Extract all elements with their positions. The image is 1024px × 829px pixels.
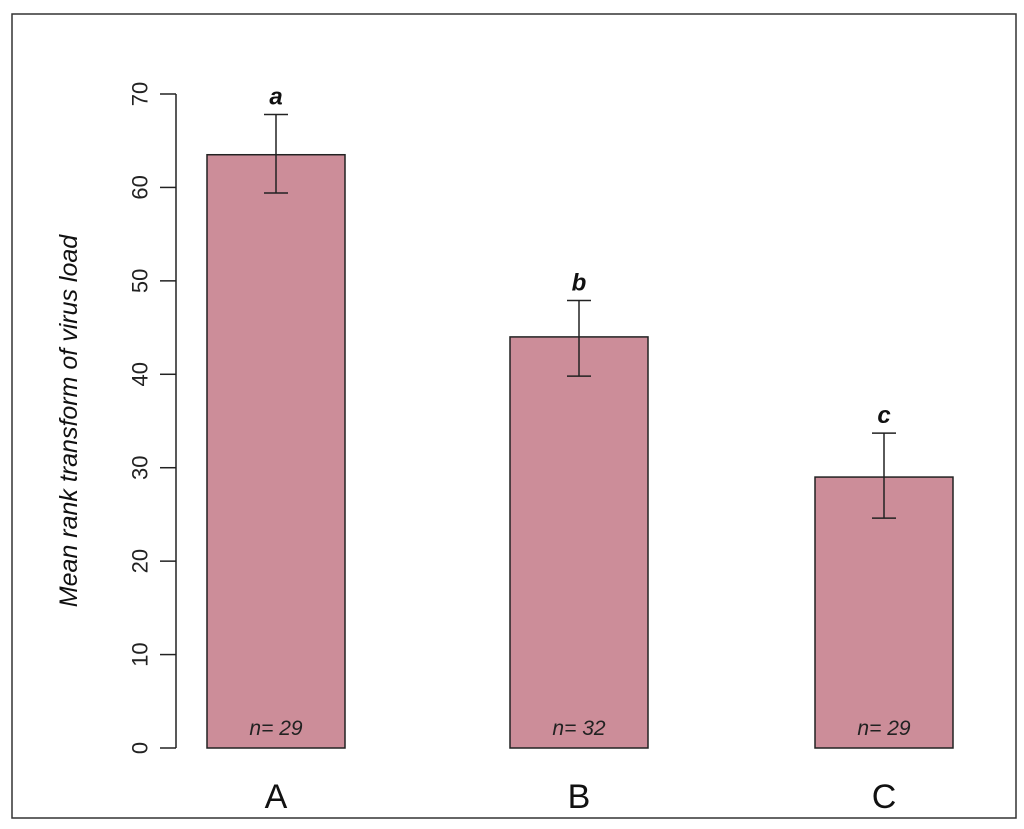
y-axis: 0 10 20 30 40 50 60 70 xyxy=(128,82,177,754)
bars: a n= 29 b n= 32 c n= 29 xyxy=(206,84,954,749)
y-tick-label: 30 xyxy=(128,455,153,479)
error-bar-A xyxy=(264,113,288,194)
y-tick-label: 0 xyxy=(128,742,153,754)
significance-letter: c xyxy=(877,402,890,429)
y-tick-label: 40 xyxy=(128,362,153,386)
bar-A xyxy=(206,153,346,749)
y-axis-label: Mean rank transform of virus load xyxy=(55,234,83,607)
sample-size-label: n= 29 xyxy=(249,717,302,740)
significance-letter: b xyxy=(572,269,587,296)
y-tick-label: 20 xyxy=(128,549,153,573)
bar-B xyxy=(509,336,649,749)
sample-size-label: n= 29 xyxy=(857,717,910,740)
y-tick-label: 60 xyxy=(128,175,153,199)
bar-C xyxy=(814,476,954,749)
error-bar-C xyxy=(872,432,896,519)
plot-frame xyxy=(11,13,1017,819)
significance-letter: a xyxy=(269,84,282,111)
y-tick-label: 10 xyxy=(128,642,153,666)
error-bar-B xyxy=(567,299,591,377)
x-category-label: B xyxy=(568,778,591,816)
sample-size-label: n= 32 xyxy=(552,717,605,740)
y-tick-label: 70 xyxy=(128,82,153,106)
x-category-label: A xyxy=(265,778,288,816)
x-axis-labels: A B C xyxy=(265,778,897,816)
x-category-label: C xyxy=(872,778,897,816)
y-tick-label: 50 xyxy=(128,269,153,293)
